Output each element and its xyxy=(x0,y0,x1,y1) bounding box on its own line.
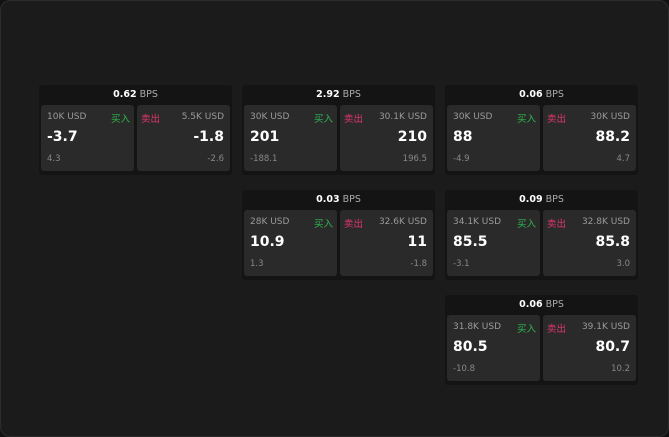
buy-price: 80.5 xyxy=(453,339,488,355)
buy-change: -10.8 xyxy=(453,364,475,374)
sell-quantity: 39.1K USD xyxy=(581,322,630,332)
sell-change: 10.2 xyxy=(611,364,630,374)
sell-quantity: 32.8K USD xyxy=(581,217,630,227)
spread-value: 0.03 xyxy=(316,194,340,205)
buy-price: -3.7 xyxy=(47,129,78,145)
sell-label: 卖出 xyxy=(344,114,364,125)
quote-card: 0.06 BPS 31.8K USD 买入 80.5 -10.8 卖出 39.1… xyxy=(445,295,638,385)
sell-label: 卖出 xyxy=(547,114,567,125)
buy-button[interactable]: 31.8K USD 买入 80.5 -10.8 xyxy=(447,315,540,381)
sell-button[interactable]: 卖出 32.6K USD 11 -1.8 xyxy=(340,210,433,276)
sell-price: 88.2 xyxy=(595,129,630,145)
quote-card: 0.62 BPS 10K USD 买入 -3.7 4.3 卖出 5.5K USD… xyxy=(39,85,232,175)
buy-label: 买入 xyxy=(516,324,536,335)
buy-change: -188.1 xyxy=(250,154,278,164)
spread-value: 2.92 xyxy=(316,89,340,100)
buy-quantity: 30K USD xyxy=(453,112,493,122)
buy-quantity: 31.8K USD xyxy=(453,322,502,332)
spread-value: 0.62 xyxy=(113,89,137,100)
spread-header: 0.03 BPS xyxy=(242,190,435,210)
spread-value: 0.06 xyxy=(519,299,543,310)
buy-quantity: 28K USD xyxy=(250,217,290,227)
sell-quantity: 30.1K USD xyxy=(378,112,427,122)
spread-unit: BPS xyxy=(139,89,158,100)
spread-header: 0.62 BPS xyxy=(39,85,232,105)
buy-label: 买入 xyxy=(110,114,130,125)
buy-price: 10.9 xyxy=(250,234,285,250)
spread-header: 0.09 BPS xyxy=(445,190,638,210)
sell-price: 210 xyxy=(397,129,427,145)
spread-header: 0.06 BPS xyxy=(445,85,638,105)
sell-button[interactable]: 卖出 30.1K USD 210 196.5 xyxy=(340,105,433,171)
buy-change: 1.3 xyxy=(250,259,264,269)
spread-unit: BPS xyxy=(342,194,361,205)
buy-button[interactable]: 28K USD 买入 10.9 1.3 xyxy=(244,210,337,276)
spread-unit: BPS xyxy=(545,194,564,205)
spread-header: 2.92 BPS xyxy=(242,85,435,105)
buy-quantity: 34.1K USD xyxy=(453,217,502,227)
quote-card: 0.03 BPS 28K USD 买入 10.9 1.3 卖出 32.6K US… xyxy=(242,190,435,280)
sell-label: 卖出 xyxy=(141,114,161,125)
buy-label: 买入 xyxy=(313,114,333,125)
buy-quantity: 30K USD xyxy=(250,112,290,122)
quote-card: 2.92 BPS 30K USD 买入 201 -188.1 卖出 30.1K … xyxy=(242,85,435,175)
sell-label: 卖出 xyxy=(547,219,567,230)
sell-change: 196.5 xyxy=(402,154,427,164)
spread-unit: BPS xyxy=(545,89,564,100)
sell-quantity: 5.5K USD xyxy=(181,112,224,122)
buy-label: 买入 xyxy=(516,219,536,230)
buy-quantity: 10K USD xyxy=(47,112,87,122)
sell-price: -1.8 xyxy=(193,129,224,145)
sell-button[interactable]: 卖出 39.1K USD 80.7 10.2 xyxy=(543,315,636,381)
sell-button[interactable]: 卖出 32.8K USD 85.8 3.0 xyxy=(543,210,636,276)
buy-button[interactable]: 30K USD 买入 88 -4.9 xyxy=(447,105,540,171)
sell-price: 11 xyxy=(407,234,427,250)
spread-value: 0.09 xyxy=(519,194,543,205)
spread-unit: BPS xyxy=(342,89,361,100)
buy-button[interactable]: 10K USD 买入 -3.7 4.3 xyxy=(41,105,134,171)
sell-button[interactable]: 卖出 5.5K USD -1.8 -2.6 xyxy=(137,105,230,171)
sell-quantity: 30K USD xyxy=(590,112,630,122)
buy-price: 85.5 xyxy=(453,234,488,250)
sell-price: 85.8 xyxy=(595,234,630,250)
buy-button[interactable]: 30K USD 买入 201 -188.1 xyxy=(244,105,337,171)
sell-change: 4.7 xyxy=(616,154,630,164)
quote-card: 0.09 BPS 34.1K USD 买入 85.5 -3.1 卖出 32.8K… xyxy=(445,190,638,280)
buy-label: 买入 xyxy=(516,114,536,125)
spread-value: 0.06 xyxy=(519,89,543,100)
sell-change: -2.6 xyxy=(207,154,224,164)
buy-price: 88 xyxy=(453,129,473,145)
buy-label: 买入 xyxy=(313,219,333,230)
spread-header: 0.06 BPS xyxy=(445,295,638,315)
quote-card: 0.06 BPS 30K USD 买入 88 -4.9 卖出 30K USD 8… xyxy=(445,85,638,175)
buy-change: -3.1 xyxy=(453,259,470,269)
buy-change: -4.9 xyxy=(453,154,470,164)
sell-price: 80.7 xyxy=(595,339,630,355)
sell-label: 卖出 xyxy=(547,324,567,335)
spread-unit: BPS xyxy=(545,299,564,310)
sell-change: 3.0 xyxy=(616,259,630,269)
sell-quantity: 32.6K USD xyxy=(378,217,427,227)
buy-change: 4.3 xyxy=(47,154,61,164)
sell-button[interactable]: 卖出 30K USD 88.2 4.7 xyxy=(543,105,636,171)
buy-price: 201 xyxy=(250,129,280,145)
sell-change: -1.8 xyxy=(410,259,427,269)
sell-label: 卖出 xyxy=(344,219,364,230)
buy-button[interactable]: 34.1K USD 买入 85.5 -3.1 xyxy=(447,210,540,276)
